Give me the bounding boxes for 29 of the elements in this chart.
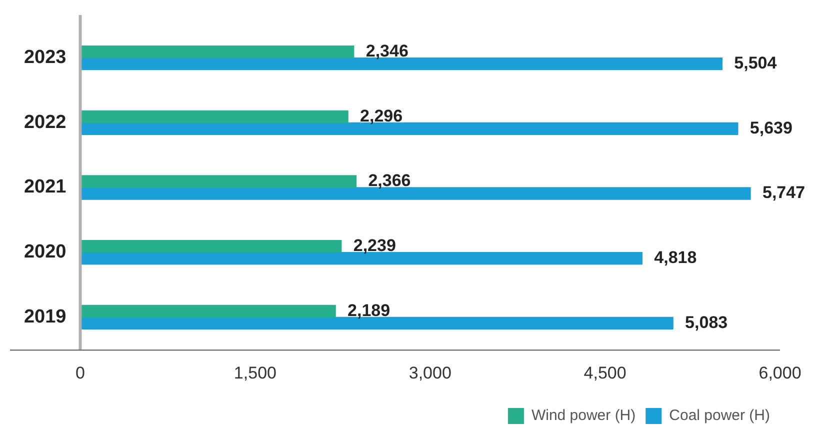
data-label: 2,366 [368, 171, 411, 190]
data-label: 2,296 [360, 106, 403, 126]
y-tick-label: 2020 [24, 242, 66, 263]
y-tick-label: 2019 [24, 306, 66, 328]
data-label: 2,239 [353, 236, 396, 256]
data-label: 5,639 [750, 118, 792, 138]
data-label: 2,346 [366, 42, 408, 61]
legend-label: Coal power (H) [669, 407, 770, 424]
bar [80, 45, 354, 58]
data-label: 5,747 [762, 183, 806, 202]
bar [80, 110, 348, 123]
data-label: 2,189 [348, 300, 390, 320]
data-label: 4,818 [654, 248, 697, 268]
x-tick-label: 0 [76, 363, 85, 382]
x-tick-label: 3,000 [408, 363, 452, 382]
x-tick-label: 1,500 [234, 363, 276, 382]
data-label: 5,504 [734, 54, 778, 73]
y-tick-label: 2021 [24, 176, 67, 198]
x-tick-label: 4,500 [584, 363, 626, 382]
x-tick-label: 6,000 [758, 363, 802, 382]
y-tick-label: 2022 [24, 112, 66, 133]
legend-label: Wind power (H) [531, 407, 636, 424]
bar [80, 240, 342, 253]
bar [80, 304, 336, 318]
data-label: 5,083 [685, 312, 728, 332]
bar [80, 252, 642, 265]
bar [80, 175, 357, 188]
bar [80, 187, 751, 200]
y-tick-label: 2023 [24, 47, 66, 68]
